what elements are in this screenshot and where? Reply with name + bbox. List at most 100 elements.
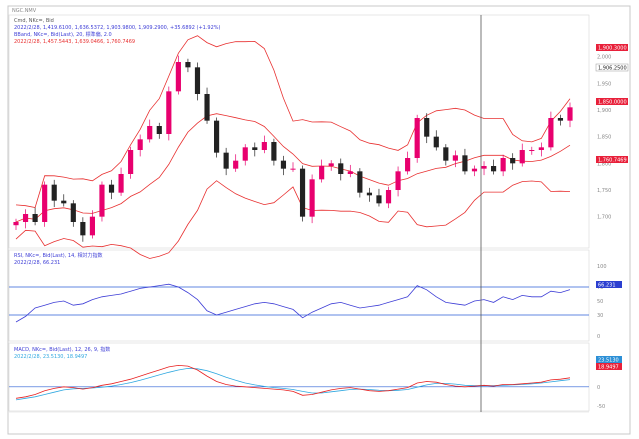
candle	[471, 165, 478, 177]
candle	[491, 159, 497, 175]
signal-value-badge: 18.9497	[596, 363, 622, 371]
bollinger-bands	[15, 35, 571, 259]
candle-body	[42, 184, 48, 222]
candle-body	[261, 142, 267, 150]
candle-body	[462, 155, 468, 172]
bb-series-label: BBand, NKc=, Bid(Last), 20, 標準偏, 2.0	[14, 31, 112, 38]
svg-text:1,906.2500: 1,906.2500	[598, 66, 627, 72]
candle-body	[32, 214, 38, 222]
candle-body	[538, 147, 544, 150]
candle	[557, 114, 564, 126]
candle	[261, 135, 267, 154]
candle	[529, 146, 535, 155]
candle-body	[89, 216, 95, 236]
candle-body	[185, 62, 191, 68]
chart-title: NGC.NMV	[12, 8, 37, 14]
rsi-line	[15, 283, 571, 323]
price-tick-label: 1,850	[597, 135, 611, 141]
candle	[500, 154, 506, 177]
price-panel[interactable]	[8, 14, 590, 249]
candle	[424, 113, 430, 144]
candle	[118, 167, 124, 196]
candle-body	[166, 91, 172, 134]
candle-body	[347, 171, 353, 174]
candle-body	[510, 158, 516, 164]
candle	[433, 130, 439, 151]
candle-body	[271, 142, 277, 161]
bollinger-lower-line	[15, 180, 571, 259]
candle-body	[443, 147, 449, 161]
lower-band-badge: 1,760.7469	[596, 156, 628, 164]
candle	[242, 144, 248, 166]
candle-body	[194, 67, 201, 94]
candle-body	[280, 160, 287, 169]
svg-text:66.231: 66.231	[598, 283, 616, 289]
candle-body	[366, 192, 372, 196]
candle	[204, 87, 210, 124]
price-tick-label: 1,700	[597, 215, 611, 221]
candle-body	[147, 126, 153, 140]
bollinger-upper-line	[15, 35, 571, 208]
candle	[51, 179, 57, 208]
candle-body	[204, 94, 210, 121]
price-tick-label: 1,750	[597, 188, 611, 194]
candle	[347, 164, 353, 178]
bollinger-middle-line	[15, 113, 571, 223]
candle-body	[80, 222, 86, 236]
candle	[538, 142, 544, 157]
candle	[99, 181, 105, 222]
candle-body	[290, 168, 296, 170]
rsi-value-badge: 66.231	[596, 281, 622, 289]
candle	[223, 147, 229, 176]
candle	[376, 188, 382, 207]
candle-body	[99, 184, 105, 217]
candle	[137, 134, 143, 157]
candle	[452, 150, 458, 168]
candle	[194, 62, 201, 101]
candle	[42, 181, 48, 227]
candle-body	[557, 118, 564, 121]
candle-body	[405, 158, 411, 172]
candle	[89, 210, 95, 239]
candle-body	[242, 147, 248, 161]
bb-values: 2022/2/28, 1,457.5443, 1,639.0466, 1,760…	[14, 39, 135, 45]
candle	[548, 111, 554, 151]
candle	[128, 146, 134, 179]
macd-panel[interactable]	[8, 342, 590, 412]
candle	[70, 200, 76, 227]
macd-value-badge: 23.5130	[596, 356, 622, 364]
price-tick-label: 1,800	[597, 161, 611, 167]
candle-body	[70, 203, 76, 222]
candle-body	[433, 136, 439, 148]
candle	[32, 207, 38, 226]
macd-tick-label: 0	[597, 385, 600, 391]
candle-body	[491, 166, 497, 172]
candle	[357, 168, 363, 198]
last-price-badge: 1,906.2500	[595, 63, 629, 72]
candle-body	[471, 168, 478, 172]
rsi-tick-label: 30	[597, 313, 603, 319]
candle	[22, 209, 29, 229]
candle	[328, 160, 334, 171]
rsi-panel[interactable]	[8, 249, 590, 342]
svg-text:1,760.7469: 1,760.7469	[598, 158, 627, 164]
rsi-tick-label: 100	[597, 264, 607, 270]
candle-body	[319, 166, 325, 180]
candle	[271, 138, 277, 166]
rsi-series-label: RSI, NKc=, Bid(Last), 14, 相対力指数	[14, 252, 102, 259]
candle-body	[108, 184, 115, 193]
macd-line	[15, 364, 571, 399]
svg-text:1,900.3000: 1,900.3000	[598, 46, 627, 52]
candle	[510, 153, 516, 170]
price-tick-label: 1,900	[597, 108, 611, 114]
macd-series-label: MACD, NKc=, Bid(Last), 12, 26, 9, 指数	[14, 346, 110, 353]
candle-body	[376, 195, 382, 204]
candle-body	[118, 174, 124, 193]
candle-body	[500, 158, 506, 172]
candle-body	[61, 200, 67, 204]
candle	[309, 174, 315, 224]
candle	[214, 117, 220, 158]
candle	[156, 122, 162, 139]
